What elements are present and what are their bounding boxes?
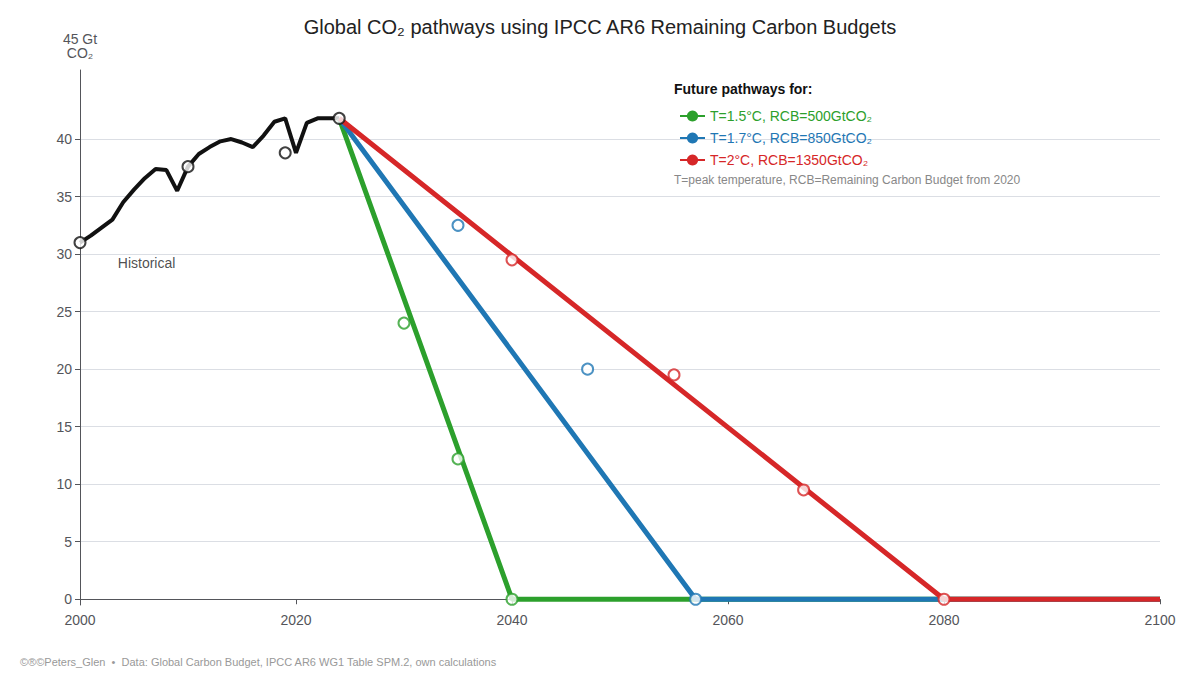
svg-text:2060: 2060: [712, 612, 743, 628]
svg-text:15: 15: [56, 419, 72, 435]
svg-text:0: 0: [64, 591, 72, 607]
svg-text:25: 25: [56, 304, 72, 320]
svg-text:20: 20: [56, 361, 72, 377]
svg-text:5: 5: [64, 534, 72, 550]
svg-text:2100: 2100: [1144, 612, 1175, 628]
svg-text:40: 40: [56, 131, 72, 147]
svg-text:T=2°C, RCB=1350GtCO₂: T=2°C, RCB=1350GtCO₂: [710, 152, 868, 168]
svg-text:Global CO₂ pathways using IPCC: Global CO₂ pathways using IPCC AR6 Remai…: [304, 16, 897, 38]
svg-text:CO₂: CO₂: [67, 45, 93, 61]
svg-text:Future pathways for:: Future pathways for:: [674, 81, 812, 97]
svg-text:T=1.5°C, RCB=500GtCO₂: T=1.5°C, RCB=500GtCO₂: [710, 108, 872, 124]
svg-text:2040: 2040: [496, 612, 527, 628]
svg-text:45 Gt: 45 Gt: [62, 31, 98, 47]
svg-text:10: 10: [56, 476, 72, 492]
svg-text:30: 30: [56, 246, 72, 262]
svg-text:T=1.7°C, RCB=850GtCO₂: T=1.7°C, RCB=850GtCO₂: [710, 130, 872, 146]
svg-text:©®©Peters_Glen • Data: Globa: ©®©Peters_Glen • Data: Global Carbon Bud…: [20, 656, 497, 668]
svg-text:Historical: Historical: [118, 255, 176, 271]
svg-text:2000: 2000: [64, 612, 95, 628]
svg-text:2020: 2020: [280, 612, 311, 628]
svg-text:2080: 2080: [928, 612, 959, 628]
svg-text:35: 35: [56, 189, 72, 205]
svg-text:T=peak temperature, RCB=Remain: T=peak temperature, RCB=Remaining Carbon…: [674, 173, 1021, 187]
